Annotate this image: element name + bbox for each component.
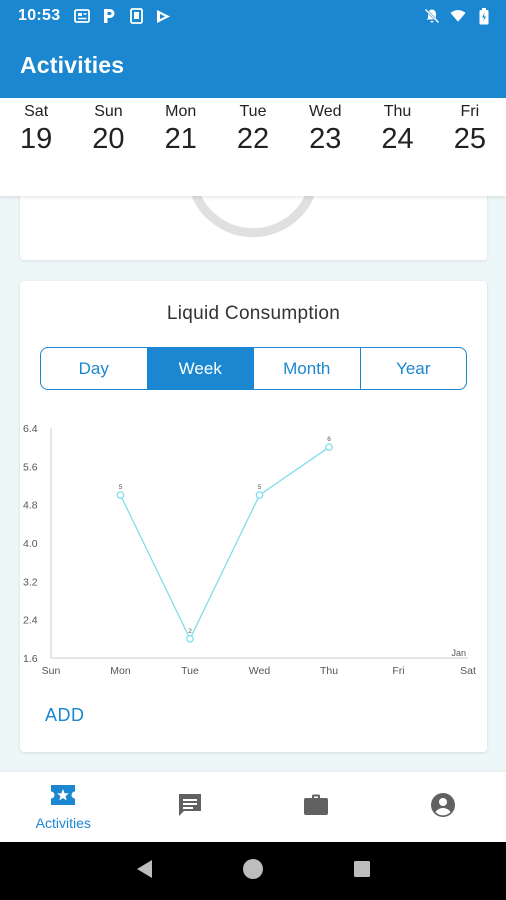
tab-day[interactable]: Day (41, 348, 148, 389)
x-tick-label: Tue (181, 665, 199, 677)
day-name: Tue (239, 103, 267, 120)
chat-icon (177, 792, 203, 823)
tab-week[interactable]: Week (147, 348, 254, 389)
period-selector: Day Week Month Year (40, 347, 467, 390)
y-tick-label: 1.6 (23, 653, 38, 665)
status-bar: 10:53 (0, 0, 506, 32)
account-circle-icon (430, 792, 456, 823)
gauge-track (191, 193, 315, 238)
nav-work[interactable] (253, 772, 380, 842)
tab-year[interactable]: Year (396, 358, 431, 378)
day-date: 25 (453, 123, 486, 155)
x-tick-label: Sat (460, 665, 476, 677)
x-tick-label: Thu (320, 665, 338, 677)
nav-label: Activities (35, 814, 91, 831)
news-icon (74, 8, 91, 24)
day-thu[interactable]: Thu 24 (361, 98, 433, 196)
data-label: 2 (188, 628, 192, 635)
bottom-navigation: Activities (0, 772, 506, 842)
x-tick-label: Sun (42, 665, 61, 677)
notifications-off-icon (424, 8, 440, 24)
card-title: Liquid Consumption (166, 303, 341, 324)
data-label: 5 (119, 484, 123, 491)
day-date: 22 (236, 123, 270, 155)
tab-month[interactable]: Month (254, 348, 361, 389)
day-name: Thu (383, 103, 412, 120)
nav-activities[interactable]: Activities (0, 772, 127, 842)
day-mon[interactable]: Mon 21 (145, 98, 217, 196)
briefcase-icon (303, 793, 329, 822)
y-tick-label: 2.4 (23, 615, 38, 627)
sim-icon (128, 8, 144, 24)
status-notification-icons (74, 8, 171, 24)
parking-icon (101, 8, 117, 24)
day-date: 23 (309, 123, 342, 155)
data-point (186, 634, 194, 643)
back-icon[interactable] (134, 858, 154, 885)
day-name: Sun (94, 103, 123, 120)
ticket-star-icon (50, 784, 76, 811)
day-name: Wed (308, 103, 342, 120)
data-point (255, 491, 264, 499)
y-tick-label: 4.0 (23, 538, 38, 550)
day-name: Sat (24, 103, 49, 120)
app-bar: Activities (0, 32, 506, 98)
series-line (119, 446, 330, 641)
status-time: 10:53 (18, 7, 61, 24)
play-store-icon (155, 8, 171, 24)
day-name: Mon (165, 103, 197, 120)
y-tick-label: 3.2 (23, 576, 38, 588)
data-label: 5 (258, 484, 262, 491)
x-tick-label: Fri (392, 665, 404, 677)
liquid-consumption-card: Liquid Consumption Day Week Month Year 6… (20, 281, 487, 752)
battery-icon (476, 7, 492, 24)
data-point (325, 443, 333, 452)
nav-messages[interactable] (127, 772, 254, 842)
wifi-icon (450, 8, 466, 24)
add-button[interactable]: ADD (45, 705, 85, 725)
system-navigation-bar (0, 842, 506, 900)
liquid-line-chart: 6.4 5.6 4.8 4.0 3.2 2.4 1.6 Sun Mon Tue Wed Thu Fri S… (23, 423, 476, 677)
y-tick-label: 6.4 (23, 423, 38, 435)
day-wed[interactable]: Wed 23 (289, 98, 361, 196)
data-point (116, 491, 125, 499)
home-icon[interactable] (241, 857, 265, 886)
recents-icon[interactable] (352, 859, 372, 884)
page-title: Activities (20, 51, 125, 78)
day-date: 19 (20, 123, 53, 155)
data-label: 6 (327, 436, 331, 443)
week-date-strip: Sat 19 Sun 20 Mon 21 Tue 22 Wed 23 Thu 2… (0, 98, 506, 196)
day-sat[interactable]: Sat 19 (0, 98, 72, 196)
x-tick-label: Wed (249, 665, 271, 677)
x-tick-label: Mon (110, 665, 131, 677)
y-tick-label: 5.6 (23, 461, 38, 473)
y-tick-label: 4.8 (23, 500, 38, 512)
day-sun[interactable]: Sun 20 (72, 98, 144, 196)
day-date: 21 (164, 123, 197, 155)
day-date: 20 (92, 123, 125, 155)
day-tue[interactable]: Tue 22 (217, 98, 289, 196)
chart-annotation: Jan (451, 648, 466, 658)
day-fri[interactable]: Fri 25 (434, 98, 506, 196)
nav-profile[interactable] (380, 772, 506, 842)
status-system-icons (424, 7, 492, 24)
day-date: 24 (381, 123, 414, 155)
day-name: Fri (460, 103, 480, 120)
